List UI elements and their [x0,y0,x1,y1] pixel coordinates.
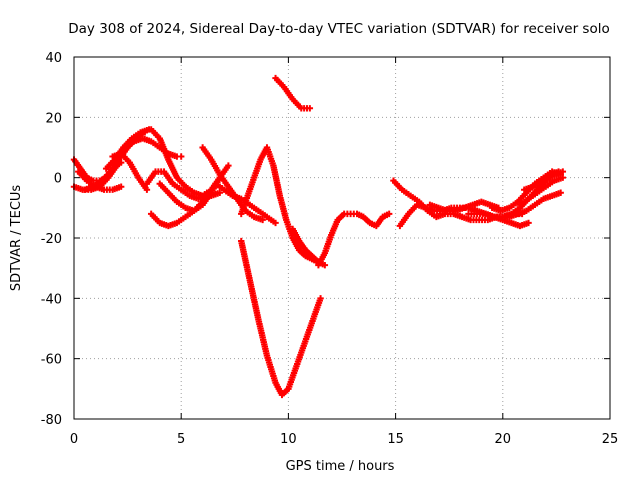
y-tick-label: 40 [45,51,62,66]
data-point [317,295,324,302]
data-point [259,216,266,224]
series-track-24 [506,189,564,221]
series-track-15 [238,237,324,399]
y-tick-label: -80 [41,413,62,428]
series-track-13 [212,180,279,227]
y-tick-label: -60 [41,353,62,368]
series-track-6 [109,150,151,193]
data-point [272,219,279,227]
x-axis-label: GPS time / hours [286,459,395,474]
y-tick-label: 20 [45,111,62,126]
grid [74,57,610,419]
x-tick-label: 15 [387,432,404,447]
x-tick-label: 0 [70,432,78,447]
series-track-26 [521,168,562,193]
axis-ticks: 0 5 10 15 20 25 -80 -60 -40 -20 0 20 40 [41,51,619,447]
series-track-25 [516,174,567,209]
data-point [555,168,562,175]
data-point [306,105,314,112]
data-point [178,153,185,160]
data-point [143,186,151,193]
data-point [557,189,564,196]
series-track-16 [272,74,314,112]
series-track-18 [315,210,393,269]
data-point [216,189,223,196]
y-axis-label: SDTVAR / TECUs [9,185,24,292]
data-point [525,219,532,227]
x-tick-label: 5 [177,432,185,447]
data-point [225,162,232,169]
chart-title: Day 308 of 2024, Sidereal Day-to-day VTE… [68,21,609,37]
x-tick-label: 25 [602,432,619,447]
series-track-8 [143,168,211,202]
data-points [70,74,567,399]
data-point [117,183,125,190]
series-track-21 [426,198,502,215]
y-tick-label: 0 [54,172,62,187]
y-tick-label: -20 [41,232,62,247]
data-point [321,261,329,269]
x-tick-label: 20 [495,432,512,447]
y-tick-label: -40 [41,292,62,307]
x-tick-label: 10 [280,432,297,447]
data-point [385,210,393,218]
data-point [559,174,567,181]
